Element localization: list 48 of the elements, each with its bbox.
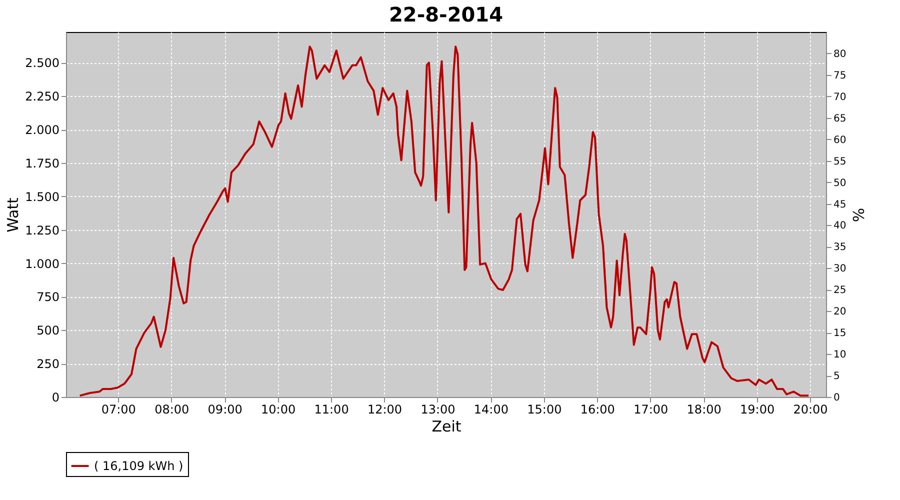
y-tick-label: 1.500 [25,190,60,204]
y2-tick-label: 25 [834,285,846,296]
y-tick-label: 0 [52,390,60,404]
x-tick-label: 16:00 [580,402,615,416]
y2-axis-title: % [849,208,868,222]
y-tick-label: 1.750 [25,156,60,170]
y2-tick-label: 10 [834,350,846,361]
y2-tick-label: 75 [834,70,846,82]
y-tick-label: 2.500 [25,56,60,70]
y2-tick-label: 0 [834,392,840,404]
x-tick-label: 20:00 [793,402,828,416]
y-tick-label: 2.250 [25,90,60,104]
x-tick-label: 19:00 [740,402,775,416]
y-axis-title: Watt [4,197,22,232]
x-tick-label: 13:00 [420,402,456,416]
y2-tick-label: 35 [834,242,846,254]
y2-tick-label: 45 [834,199,846,210]
y2-tick-label: 30 [834,264,846,275]
x-axis-title: Zeit [432,418,462,436]
y2-tick-label: 50 [834,178,846,189]
x-tick-label: 08:00 [154,402,190,416]
y-tick-label: 250 [36,357,60,372]
y-tick-label: 500 [36,324,60,338]
x-tick-label: 15:00 [527,402,562,416]
x-tick-label: 11:00 [314,402,349,416]
y-tick-label: 1.000 [25,256,60,271]
y2-tick-label: 80 [834,48,846,60]
y-tick-label: 750 [36,290,60,304]
x-tick-label: 17:00 [634,402,668,416]
line-series [78,46,810,397]
x-tick-label: 18:00 [686,402,722,416]
y2-tick-label: 70 [834,92,846,103]
x-tick-label: 10:00 [261,402,296,416]
y2-tick-label: 5 [834,371,840,382]
y2-tick-label: 20 [834,306,846,318]
y2-tick-label: 15 [834,328,846,340]
y2-tick-label: 40 [834,220,846,232]
x-tick-label: 07:00 [101,402,136,416]
x-tick-label: 09:00 [208,402,242,416]
chart-title: 22-8-2014 [388,2,504,26]
x-tick-label: 14:00 [474,402,509,416]
y2-tick-label: 65 [834,113,846,124]
x-tick-label: 12:00 [367,402,402,416]
y-tick-label: 1.250 [25,223,60,238]
y2-tick-label: 60 [834,134,846,146]
y-tick-label: 2.000 [25,123,60,138]
legend-label: ( 16,109 kWh ) [94,459,184,473]
y2-tick-label: 55 [834,156,846,168]
